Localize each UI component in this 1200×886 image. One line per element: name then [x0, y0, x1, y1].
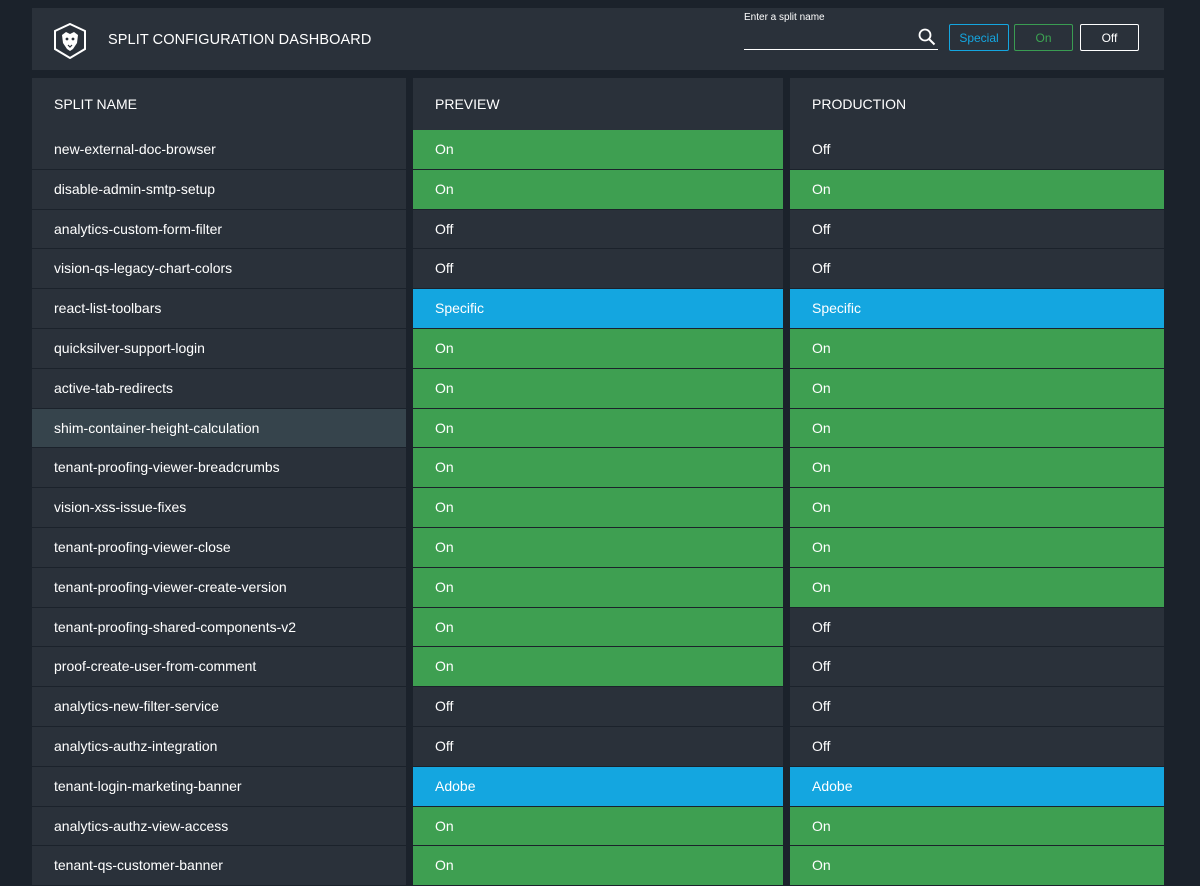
table-row[interactable]: tenant-proofing-viewer-close On On [0, 527, 1200, 568]
production-status-cell[interactable]: On [790, 806, 1164, 846]
filter-special-button[interactable]: Special [949, 24, 1009, 51]
search-input[interactable] [744, 28, 938, 50]
column-header-preview[interactable]: PREVIEW [413, 78, 783, 130]
preview-status-cell[interactable]: On [413, 527, 783, 567]
production-status-cell[interactable]: Specific [790, 289, 1164, 328]
production-status-cell[interactable]: Off [790, 249, 1164, 289]
split-name-cell[interactable]: tenant-proofing-viewer-close [32, 527, 406, 567]
preview-status-cell[interactable]: Off [413, 209, 783, 249]
split-name-cell[interactable]: shim-container-height-calculation [32, 408, 406, 448]
production-status-cell[interactable]: Off [790, 209, 1164, 249]
table-row[interactable]: vision-xss-issue-fixes On On [0, 488, 1200, 528]
split-name-cell[interactable]: analytics-new-filter-service [32, 687, 406, 726]
production-status-cell[interactable]: On [790, 169, 1164, 209]
table-row[interactable]: tenant-proofing-viewer-create-version On O… [0, 567, 1200, 608]
preview-status-cell[interactable]: On [413, 806, 783, 846]
filter-off-button[interactable]: Off [1080, 24, 1139, 51]
preview-status-cell[interactable]: On [413, 846, 783, 886]
preview-status-cell[interactable]: On [413, 647, 783, 687]
split-name-cell[interactable]: proof-create-user-from-comment [32, 647, 406, 687]
preview-status-cell[interactable]: On [413, 567, 783, 607]
preview-status-cell[interactable]: On [413, 408, 783, 448]
table-row[interactable]: active-tab-redirects On On [0, 368, 1200, 409]
split-name-cell[interactable]: tenant-proofing-viewer-create-version [32, 567, 406, 607]
preview-status-cell[interactable]: Adobe [413, 766, 783, 806]
preview-status-cell[interactable]: On [413, 448, 783, 488]
column-header-split-name[interactable]: SPLIT NAME [32, 78, 406, 130]
table-row[interactable]: vision-qs-legacy-chart-colors Off Off [0, 249, 1200, 289]
production-status-cell[interactable]: On [790, 328, 1164, 368]
split-name-cell[interactable]: new-external-doc-browser [32, 130, 406, 169]
table-row[interactable]: tenant-proofing-viewer-breadcrumbs On On [0, 448, 1200, 488]
search-icon[interactable] [918, 28, 936, 46]
preview-status-cell[interactable]: On [413, 328, 783, 368]
production-status-cell[interactable]: On [790, 408, 1164, 448]
production-status-cell[interactable]: On [790, 527, 1164, 567]
table-row[interactable]: tenant-proofing-shared-components-v2 On Of… [0, 607, 1200, 648]
filter-on-button[interactable]: On [1014, 24, 1073, 51]
table-row[interactable]: tenant-login-marketing-banner Adobe Adobe [0, 766, 1200, 807]
table-row[interactable]: shim-container-height-calculation On On [0, 408, 1200, 449]
production-status-cell[interactable]: Off [790, 607, 1164, 647]
split-name-cell[interactable]: analytics-custom-form-filter [32, 209, 406, 249]
production-status-cell[interactable]: Off [790, 726, 1164, 766]
production-status-cell[interactable]: Off [790, 647, 1164, 687]
split-name-cell[interactable]: active-tab-redirects [32, 368, 406, 408]
preview-status-cell[interactable]: Off [413, 687, 783, 726]
table-row[interactable]: quicksilver-support-login On On [0, 328, 1200, 369]
preview-status-cell[interactable]: Specific [413, 289, 783, 328]
page-title: SPLIT CONFIGURATION DASHBOARD [108, 32, 372, 48]
preview-status-cell[interactable]: On [413, 488, 783, 527]
table-row[interactable]: tenant-qs-customer-banner On On [0, 846, 1200, 886]
app-header: SPLIT CONFIGURATION DASHBOARD Enter a sp… [32, 8, 1164, 70]
splits-table: new-external-doc-browser On Off disable-adm… [0, 130, 1200, 886]
production-status-cell[interactable]: Adobe [790, 766, 1164, 806]
preview-status-cell[interactable]: On [413, 169, 783, 209]
split-name-cell[interactable]: tenant-login-marketing-banner [32, 766, 406, 806]
table-row[interactable]: disable-admin-smtp-setup On On [0, 169, 1200, 210]
split-name-cell[interactable]: tenant-proofing-viewer-breadcrumbs [32, 448, 406, 488]
production-status-cell[interactable]: On [790, 448, 1164, 488]
table-row[interactable]: analytics-authz-integration Off Off [0, 726, 1200, 767]
table-row[interactable]: analytics-authz-view-access On On [0, 806, 1200, 847]
split-name-cell[interactable]: tenant-proofing-shared-components-v2 [32, 607, 406, 647]
table-row[interactable]: analytics-custom-form-filter Off Off [0, 209, 1200, 250]
split-name-cell[interactable]: disable-admin-smtp-setup [32, 169, 406, 209]
table-row[interactable]: analytics-new-filter-service Off Off [0, 687, 1200, 727]
table-row[interactable]: react-list-toolbars Specific Specific [0, 289, 1200, 329]
production-status-cell[interactable]: Off [790, 130, 1164, 169]
production-status-cell[interactable]: On [790, 488, 1164, 527]
split-name-cell[interactable]: analytics-authz-integration [32, 726, 406, 766]
split-name-cell[interactable]: tenant-qs-customer-banner [32, 846, 406, 886]
table-row[interactable]: new-external-doc-browser On Off [0, 130, 1200, 170]
preview-status-cell[interactable]: On [413, 607, 783, 647]
split-name-cell[interactable]: vision-xss-issue-fixes [32, 488, 406, 527]
table-row[interactable]: proof-create-user-from-comment On Off [0, 647, 1200, 687]
search-label: Enter a split name [744, 12, 825, 23]
split-name-cell[interactable]: react-list-toolbars [32, 289, 406, 328]
production-status-cell[interactable]: On [790, 368, 1164, 408]
split-name-cell[interactable]: vision-qs-legacy-chart-colors [32, 249, 406, 289]
column-header-production[interactable]: PRODUCTION [790, 78, 1164, 130]
preview-status-cell[interactable]: Off [413, 249, 783, 289]
split-name-cell[interactable]: analytics-authz-view-access [32, 806, 406, 846]
production-status-cell[interactable]: Off [790, 687, 1164, 726]
preview-status-cell[interactable]: On [413, 130, 783, 169]
preview-status-cell[interactable]: Off [413, 726, 783, 766]
production-status-cell[interactable]: On [790, 846, 1164, 886]
split-name-cell[interactable]: quicksilver-support-login [32, 328, 406, 368]
lion-logo-icon [54, 23, 86, 59]
production-status-cell[interactable]: On [790, 567, 1164, 607]
preview-status-cell[interactable]: On [413, 368, 783, 408]
